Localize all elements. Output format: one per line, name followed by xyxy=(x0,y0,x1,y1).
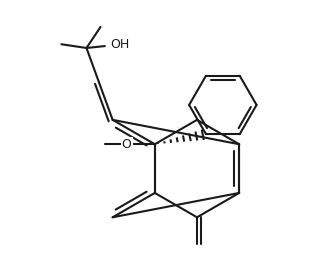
Text: O: O xyxy=(122,138,132,151)
Text: OH: OH xyxy=(111,38,130,51)
